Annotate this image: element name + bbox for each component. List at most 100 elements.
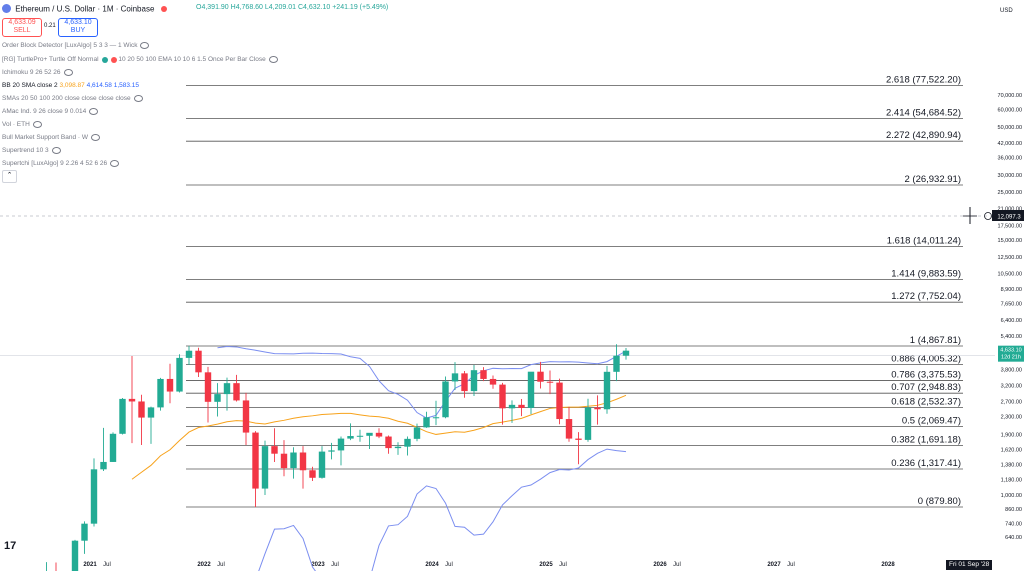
indicator-row[interactable]: AMac Ind. 9 26 close 9 0.014	[2, 108, 99, 116]
candle-body	[252, 432, 259, 489]
candle-body	[233, 383, 240, 401]
indicator-row[interactable]: Vol · ETH	[2, 121, 42, 128]
x-tick-label: 2022	[197, 562, 211, 568]
y-tick-label: 2,700.00	[1001, 399, 1022, 405]
indicator-row[interactable]: Supertchi [LuxAlgo] 9 2.26 4 52 6 26	[2, 160, 120, 167]
candle-body	[584, 407, 592, 440]
indicator-name: AMac Ind. 9 26 close 9 0.014	[2, 108, 87, 116]
y-tick-label: 70,000.00	[998, 93, 1022, 99]
buy-price: 4,633.10	[64, 19, 92, 26]
y-tick-label: 21,000.00	[998, 206, 1022, 212]
candle-body	[556, 382, 563, 420]
fib-level-label: 0.5 (2,069.47)	[902, 415, 961, 426]
symbol-title[interactable]: Ethereum / U.S. Dollar · 1M · Coinbase	[15, 4, 155, 14]
current-price-badge	[998, 345, 1024, 362]
candle-body	[147, 407, 155, 418]
bb-lower-line	[258, 448, 627, 571]
eye-icon[interactable]	[32, 121, 42, 128]
add-alert-icon	[984, 212, 992, 220]
candle-body	[337, 438, 345, 451]
chevron-up-icon[interactable]: ⌃	[2, 170, 17, 183]
eye-icon[interactable]	[89, 108, 99, 115]
indicator-name: SMAs 20 50 100 200 close close close clo…	[2, 95, 131, 103]
eye-icon[interactable]	[90, 134, 100, 141]
candle-body	[185, 350, 193, 358]
eye-icon[interactable]	[133, 95, 143, 102]
x-tick-label: Jul	[559, 562, 567, 568]
bb-lower-value: 1,583.15	[113, 82, 140, 89]
spread-value: 0.21	[44, 23, 56, 29]
fib-level-label: 0.707 (2,948.83)	[891, 382, 961, 393]
crosshair-date-badge: Fri 01 Sep '28	[946, 560, 993, 570]
indicator-row[interactable]: BB 20 SMA close 2 3,098.87 4,614.58 1,58…	[2, 82, 139, 89]
x-tick-label: 2028	[881, 562, 895, 568]
sell-button[interactable]: 4,633.09 SELL	[2, 18, 42, 37]
indicator-row[interactable]: SMAs 20 50 100 200 close close close clo…	[2, 95, 143, 102]
crosshair-price-badge	[992, 210, 1024, 221]
candle-body	[71, 540, 79, 571]
y-tick-label: 42,000.00	[998, 141, 1022, 147]
fib-level-label: 0.618 (2,532.37)	[891, 397, 961, 408]
y-tick-label: 36,000.00	[998, 156, 1022, 162]
sell-label: SELL	[13, 27, 31, 34]
indicator-name: Order Block Detector [LuxAlgo] 5 3 3 — 1…	[2, 42, 138, 50]
indicator-name: Ichimoku 9 26 52 26	[2, 69, 61, 77]
crosshair-price-label: 12,097.3	[997, 215, 1021, 221]
indicator-row[interactable]: Ichimoku 9 26 52 26	[2, 69, 73, 76]
buy-button[interactable]: 4,633.10 BUY	[58, 18, 98, 37]
eye-icon[interactable]	[110, 160, 120, 167]
candle-body	[413, 427, 421, 439]
eye-icon[interactable]	[51, 147, 61, 154]
candle-body	[271, 446, 278, 454]
indicator-name: Supertrend 10 3	[2, 147, 49, 155]
candle-body	[204, 372, 212, 402]
y-tick-label: 30,000.00	[998, 173, 1022, 179]
y-tick-label: 740.00	[1005, 521, 1022, 527]
indicator-row[interactable]: [RG] TurtlePro+ Turtle Off Normal 10 20 …	[2, 56, 278, 63]
y-tick-label: 3,200.00	[1001, 383, 1022, 389]
y-tick-label: 17,500.00	[998, 224, 1022, 230]
indicator-row[interactable]: Supertrend 10 3	[2, 147, 61, 154]
fib-level-label: 2.618 (77,522.20)	[886, 75, 961, 86]
candle-body	[214, 394, 221, 402]
candle-body	[166, 378, 174, 392]
y-tick-label: 7,650.00	[1001, 301, 1022, 307]
candle-body	[565, 419, 573, 439]
eye-icon[interactable]	[268, 56, 278, 63]
fib-level-label: 2.414 (54,684.52)	[886, 107, 961, 118]
candle-body	[366, 432, 373, 436]
indicator-extra: 10 20 50 100 EMA 10 10 6 1.5 Once Per Ba…	[118, 56, 266, 64]
indicator-row[interactable]: Order Block Detector [LuxAlgo] 5 3 3 — 1…	[2, 42, 150, 50]
candle-body	[290, 452, 297, 469]
candle-body	[423, 417, 430, 428]
candle-body	[299, 452, 307, 471]
green-dot-icon	[101, 56, 108, 63]
candle-body	[480, 370, 487, 379]
candle-body	[138, 401, 145, 418]
candle-body	[489, 378, 497, 385]
sell-price: 4,633.09	[8, 19, 36, 26]
indicator-row[interactable]: Bull Market Support Band · W	[2, 134, 100, 141]
tradingview-logo-icon[interactable]: 17	[4, 540, 17, 552]
eye-icon[interactable]	[140, 42, 150, 49]
candle-body	[81, 523, 88, 541]
indicator-name: BB 20 SMA close 2	[2, 82, 58, 89]
candle-body	[432, 417, 440, 419]
fib-level-label: 0.886 (4,005.32)	[891, 353, 961, 364]
eye-icon[interactable]	[63, 69, 73, 76]
fib-level-label: 1.414 (9,883.59)	[891, 268, 961, 279]
candle-body	[119, 398, 126, 434]
candle-body	[261, 446, 269, 489]
candle-body	[318, 451, 326, 478]
indicator-name: Bull Market Support Band · W	[2, 134, 88, 142]
candle-body	[470, 370, 478, 392]
candle-body	[347, 436, 354, 439]
y-tick-label: 8,900.00	[1001, 287, 1022, 293]
chart-header: Ethereum / U.S. Dollar · 1M · Coinbase	[2, 4, 167, 14]
y-tick-label: 2,300.00	[1001, 415, 1022, 421]
x-tick-label: Jul	[787, 562, 795, 568]
x-tick-label: 2025	[539, 562, 553, 568]
y-tick-label: 5,400.00	[1001, 334, 1022, 340]
candle-body	[622, 350, 630, 356]
